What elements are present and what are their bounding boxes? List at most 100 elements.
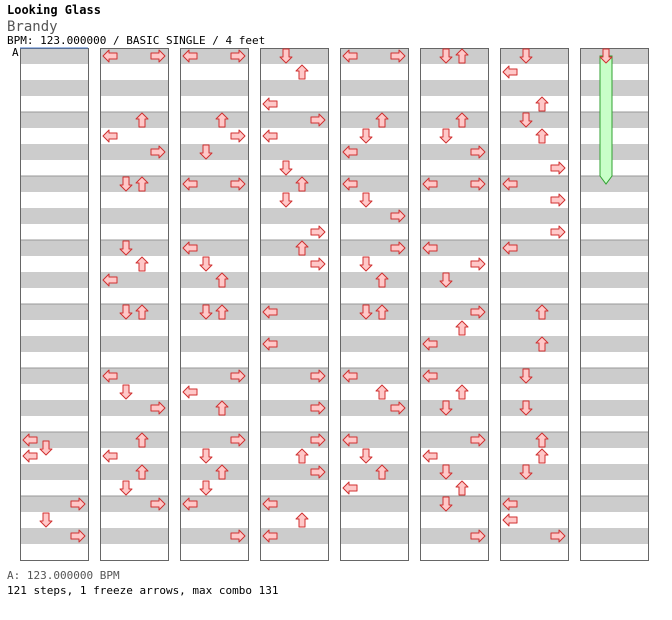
beat-band [340,112,408,128]
beat-band [100,432,168,448]
left-arrow-icon [102,369,118,383]
down-arrow-icon [119,480,133,496]
beat-band [100,240,168,256]
beat-band [260,496,328,512]
beat-band [500,304,568,320]
beat-band [100,144,168,160]
right-arrow-icon [390,209,406,223]
up-arrow-icon [215,112,229,128]
up-arrow-icon [535,448,549,464]
chart-stats: 121 steps, 1 freeze arrows, max combo 13… [7,584,279,597]
left-arrow-icon [342,433,358,447]
beat-band [580,400,648,416]
beat-band [340,464,408,480]
beat-band [500,272,568,288]
beat-band [260,240,328,256]
beat-band [100,272,168,288]
beat-band [260,400,328,416]
down-arrow-icon [279,192,293,208]
down-arrow-icon [279,48,293,64]
up-arrow-icon [295,240,309,256]
beat-band [180,112,248,128]
beat-band [340,176,408,192]
beat-band [180,336,248,352]
beat-band [420,496,488,512]
up-arrow-icon [455,320,469,336]
down-arrow-icon [119,240,133,256]
left-arrow-icon [182,385,198,399]
beat-band [260,80,328,96]
bpm-marker-label: A [12,46,19,59]
beat-band [340,240,408,256]
beat-band [340,496,408,512]
down-arrow-icon [439,272,453,288]
down-arrow-icon [519,464,533,480]
right-arrow-icon [470,177,486,191]
beat-band [580,496,648,512]
right-arrow-icon [150,145,166,159]
right-arrow-icon [230,433,246,447]
right-arrow-icon [470,433,486,447]
beat-band [340,368,408,384]
beat-band [500,48,568,64]
beat-band [20,112,88,128]
chart-column [100,48,169,561]
down-arrow-icon [119,176,133,192]
right-arrow-icon [230,49,246,63]
left-arrow-icon [102,49,118,63]
beat-band [580,336,648,352]
left-arrow-icon [262,497,278,511]
left-arrow-icon [502,177,518,191]
beat-band [260,304,328,320]
up-arrow-icon [375,464,389,480]
beat-band [500,400,568,416]
down-arrow-icon [359,128,373,144]
chart-column [180,48,249,561]
beat-band [420,272,488,288]
beat-band [20,400,88,416]
up-arrow-icon [295,64,309,80]
left-arrow-icon [182,497,198,511]
left-arrow-icon [422,177,438,191]
beat-band [100,304,168,320]
down-arrow-icon [119,384,133,400]
chart-column [500,48,569,561]
beat-band [580,368,648,384]
chart-column [340,48,409,561]
right-arrow-icon [310,433,326,447]
right-arrow-icon [390,241,406,255]
right-arrow-icon [470,257,486,271]
beat-band [100,336,168,352]
up-arrow-icon [135,432,149,448]
beat-band [20,528,88,544]
up-arrow-icon [535,336,549,352]
beat-band [500,528,568,544]
beat-band [340,208,408,224]
up-arrow-icon [215,464,229,480]
right-arrow-icon [230,177,246,191]
up-arrow-icon [215,272,229,288]
down-arrow-icon [199,256,213,272]
up-arrow-icon [375,272,389,288]
right-arrow-icon [470,305,486,319]
beat-band [180,528,248,544]
down-arrow-icon [199,480,213,496]
right-arrow-icon [150,401,166,415]
left-arrow-icon [422,449,438,463]
beat-band [260,112,328,128]
beat-band [500,80,568,96]
beat-band [180,240,248,256]
right-arrow-icon [150,497,166,511]
beat-band [340,336,408,352]
up-arrow-icon [535,128,549,144]
beat-band [180,176,248,192]
beat-band [100,528,168,544]
beat-band [260,176,328,192]
beat-band [580,464,648,480]
song-title: Looking Glass [7,3,101,17]
right-arrow-icon [310,257,326,271]
beat-band [260,272,328,288]
left-arrow-icon [422,241,438,255]
beat-band [20,240,88,256]
beat-band [100,208,168,224]
